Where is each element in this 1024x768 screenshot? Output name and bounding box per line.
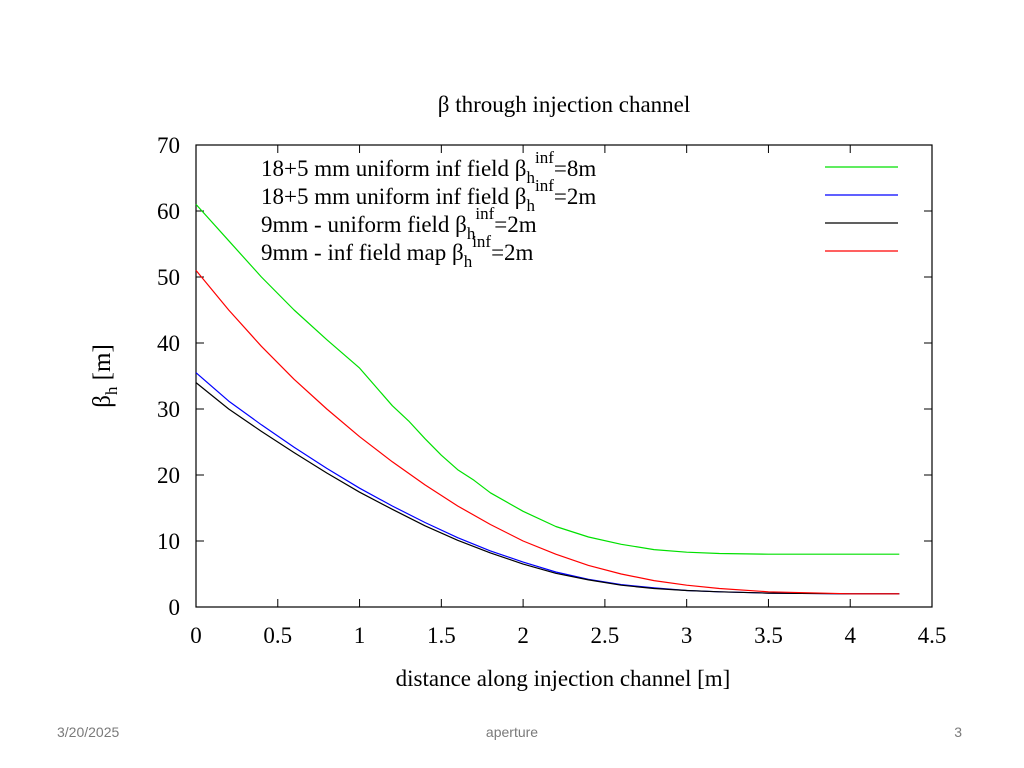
footer-page-number: 3 (954, 724, 962, 740)
x-tick-label: 4.5 (918, 623, 947, 648)
y-axis-label: βh [m] (89, 344, 121, 408)
plot-frame (195, 144, 933, 608)
x-tick-label: 1.5 (427, 623, 456, 648)
x-tick-label: 4 (844, 623, 856, 648)
y-tick-label: 30 (157, 397, 180, 422)
series-line-4 (195, 270, 900, 595)
y-tick-label: 40 (157, 331, 180, 356)
footer-center-text: aperture (485, 724, 539, 740)
legend-label-2: 18+5 mm uniform inf field βhinf=2m (261, 176, 596, 215)
y-tick-label: 20 (157, 463, 180, 488)
y-tick-label: 70 (157, 133, 180, 158)
legend-label-1: 18+5 mm uniform inf field βhinf=8m (261, 148, 596, 187)
series-lines (195, 203, 900, 595)
axis-ticks (196, 145, 932, 607)
x-tick-label: 2 (517, 623, 529, 648)
y-axis-label-sub: h (102, 386, 121, 395)
y-tick-label: 60 (157, 199, 180, 224)
y-tick-label: 10 (157, 529, 180, 554)
x-axis-label: distance along injection channel [m] (396, 666, 731, 691)
series-line-2 (195, 372, 900, 595)
series-line-1 (195, 203, 900, 555)
x-tick-label: 2.5 (591, 623, 620, 648)
y-axis-label-unit: [m] (89, 344, 116, 386)
legend-label-4: 9mm - inf field map βhinf=2m (261, 232, 534, 271)
x-tick-label: 3.5 (754, 623, 783, 648)
axis-tick-labels: 0 0.5 1 1.5 2 2.5 3 3.5 4 4.5 0 10 20 30 40 50 60 70 (157, 133, 946, 648)
y-axis-label-base: β (89, 395, 116, 408)
svg-text:βh [m]: βh [m] (89, 344, 121, 408)
y-tick-label: 0 (169, 595, 181, 620)
legend-label-3: 9mm - uniform field βhinf=2m (261, 204, 537, 243)
x-tick-label: 3 (681, 623, 693, 648)
chart-title: β through injection channel (438, 92, 691, 117)
y-tick-label: 50 (157, 265, 180, 290)
series-line-3 (195, 382, 900, 595)
x-tick-label: 0.5 (263, 623, 292, 648)
footer-date: 3/20/2025 (57, 724, 120, 740)
x-tick-label: 1 (354, 623, 366, 648)
x-tick-label: 0 (190, 623, 202, 648)
